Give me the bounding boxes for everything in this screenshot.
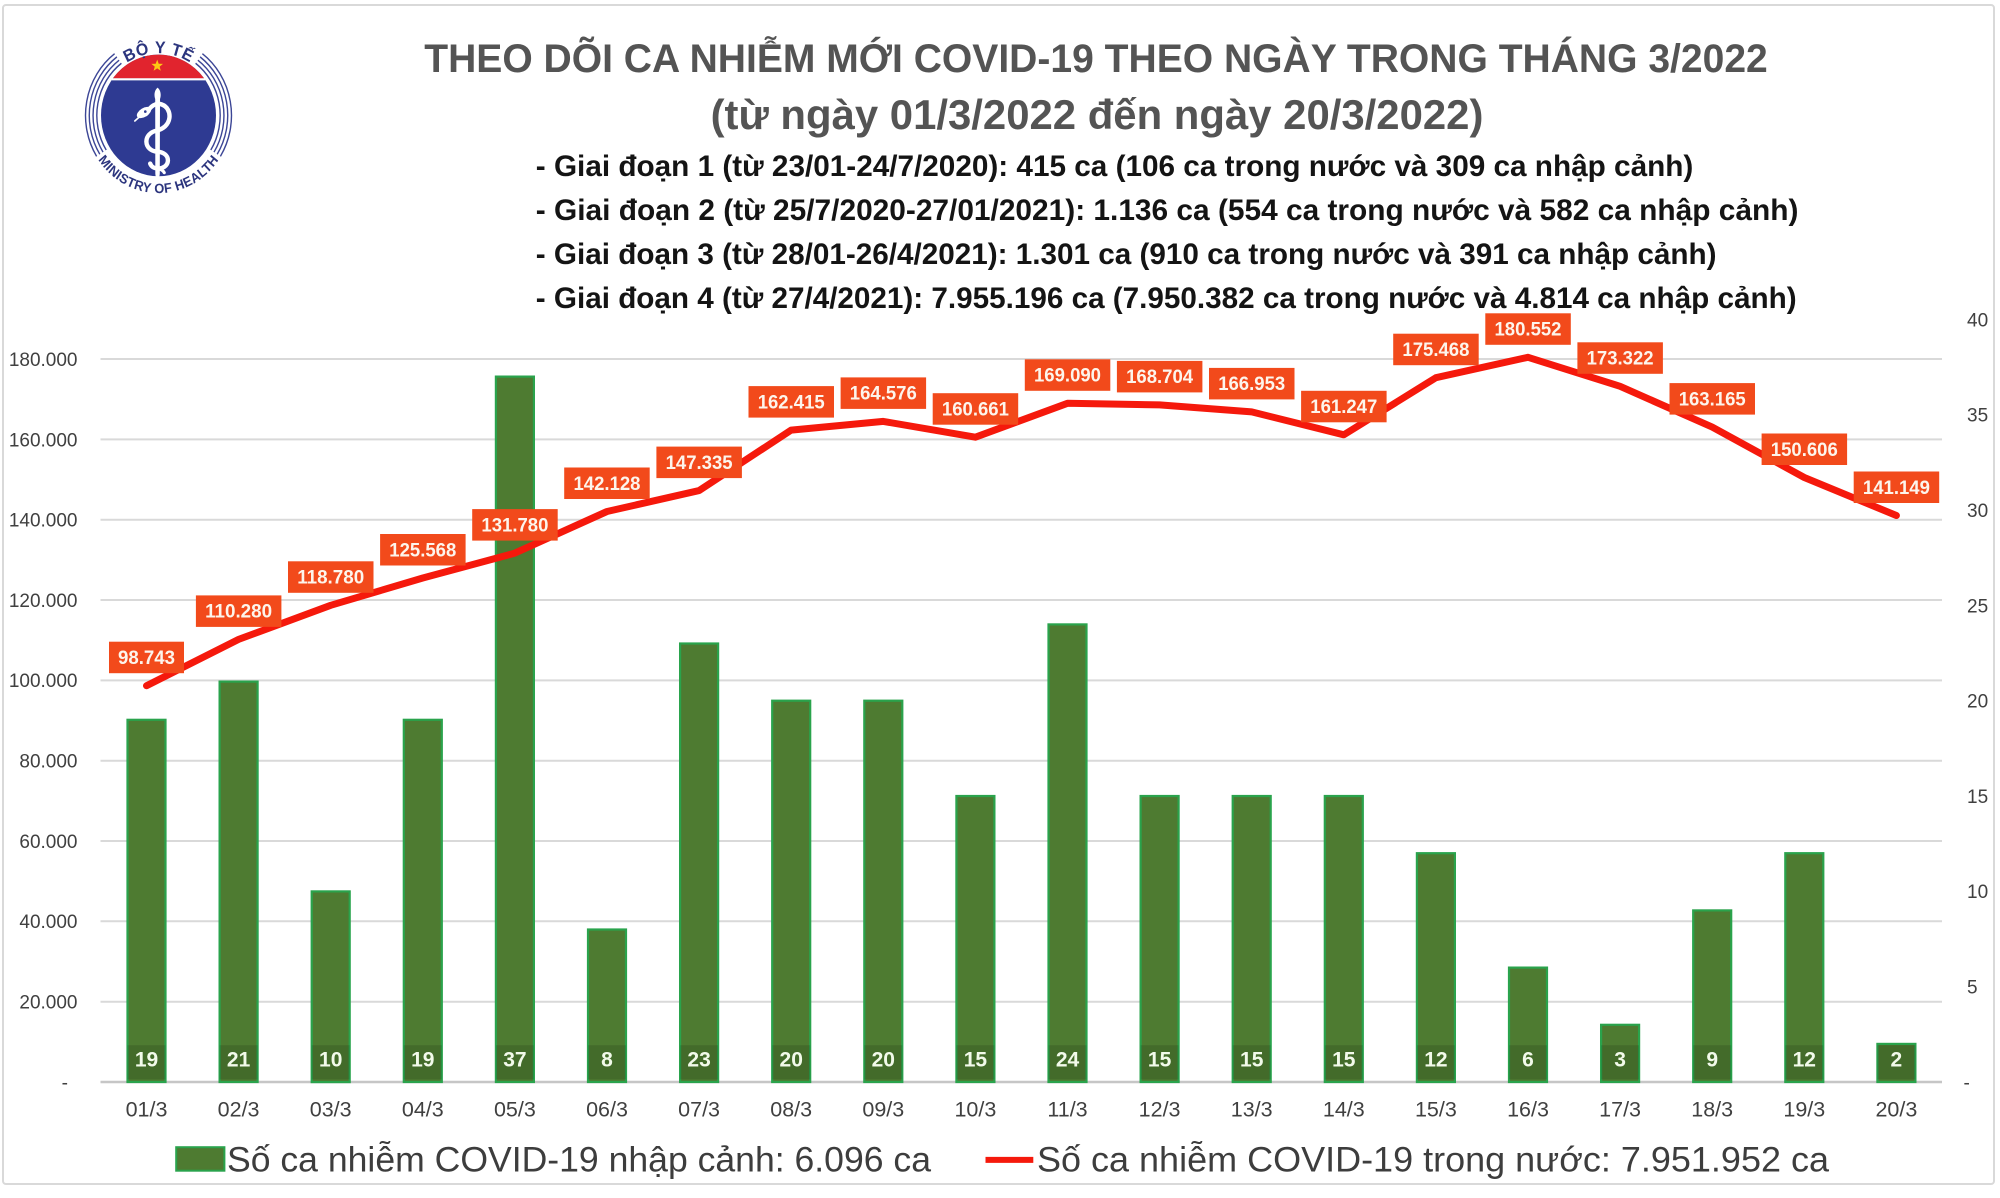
svg-text:98.743: 98.743 (118, 648, 175, 669)
svg-text:150.606: 150.606 (1771, 440, 1838, 461)
svg-text:07/3: 07/3 (678, 1098, 720, 1122)
svg-text:- Giai đoạn 2 (từ 25/7/2020-27: - Giai đoạn 2 (từ 25/7/2020-27/01/2021):… (536, 194, 1799, 227)
svg-text:20: 20 (872, 1049, 895, 1072)
svg-text:164.576: 164.576 (850, 384, 917, 405)
svg-text:03/3: 03/3 (310, 1098, 352, 1122)
svg-text:25: 25 (1967, 596, 1988, 617)
svg-text:175.468: 175.468 (1402, 340, 1469, 361)
svg-text:3: 3 (1614, 1049, 1626, 1072)
svg-text:160.000: 160.000 (9, 430, 78, 451)
svg-text:08/3: 08/3 (770, 1098, 812, 1122)
svg-text:13/3: 13/3 (1231, 1098, 1273, 1122)
svg-text:09/3: 09/3 (862, 1098, 904, 1122)
svg-text:19: 19 (135, 1049, 158, 1072)
svg-text:16/3: 16/3 (1507, 1098, 1549, 1122)
svg-text:60.000: 60.000 (19, 832, 77, 853)
svg-text:- Giai đoạn 1 (từ 23/01-24/7/2: - Giai đoạn 1 (từ 23/01-24/7/2020): 415 … (536, 150, 1694, 183)
svg-text:14/3: 14/3 (1323, 1098, 1365, 1122)
svg-text:40: 40 (1967, 310, 1988, 331)
svg-text:15: 15 (1332, 1049, 1356, 1072)
svg-text:10: 10 (1967, 882, 1988, 903)
svg-text:15: 15 (964, 1049, 988, 1072)
svg-text:40.000: 40.000 (19, 912, 77, 933)
svg-text:20/3: 20/3 (1875, 1098, 1917, 1122)
svg-text:8: 8 (601, 1049, 613, 1072)
svg-text:180.552: 180.552 (1495, 320, 1562, 341)
svg-text:15/3: 15/3 (1415, 1098, 1457, 1122)
svg-text:120.000: 120.000 (9, 591, 78, 612)
svg-text:21: 21 (227, 1049, 251, 1072)
svg-text:19/3: 19/3 (1783, 1098, 1825, 1122)
svg-text:37: 37 (503, 1049, 526, 1072)
svg-text:110.280: 110.280 (205, 602, 272, 623)
svg-text:Số ca nhiễm COVID-19 trong nướ: Số ca nhiễm COVID-19 trong nước: 7.951.9… (1037, 1140, 1830, 1179)
svg-text:160.661: 160.661 (942, 400, 1009, 421)
svg-text:5: 5 (1967, 978, 1978, 999)
svg-text:Số ca nhiễm COVID-19 nhập cảnh: Số ca nhiễm COVID-19 nhập cảnh: 6.096 ca (227, 1140, 932, 1179)
svg-text:24: 24 (1056, 1049, 1080, 1072)
svg-text:162.415: 162.415 (758, 392, 825, 413)
svg-text:15: 15 (1148, 1049, 1172, 1072)
svg-text:12: 12 (1424, 1049, 1447, 1072)
svg-text:THEO DÕI CA NHIỄM MỚI COVID-19: THEO DÕI CA NHIỄM MỚI COVID-19 THEO NGÀY… (424, 35, 1768, 81)
svg-text:02/3: 02/3 (218, 1098, 260, 1122)
svg-text:12: 12 (1793, 1049, 1816, 1072)
svg-text:-: - (62, 1073, 68, 1094)
svg-text:-: - (1964, 1073, 1970, 1094)
svg-text:04/3: 04/3 (402, 1098, 444, 1122)
svg-text:(từ ngày 01/3/2022 đến ngày 20: (từ ngày 01/3/2022 đến ngày 20/3/2022) (711, 91, 1484, 138)
svg-text:9: 9 (1706, 1049, 1718, 1072)
svg-text:141.149: 141.149 (1863, 478, 1930, 499)
svg-text:15: 15 (1967, 787, 1988, 808)
svg-text:169.090: 169.090 (1034, 366, 1101, 387)
svg-text:30: 30 (1967, 501, 1988, 522)
svg-text:168.704: 168.704 (1126, 367, 1193, 388)
svg-text:161.247: 161.247 (1310, 397, 1377, 418)
svg-text:- Giai đoạn 4 (từ 27/4/2021):: - Giai đoạn 4 (từ 27/4/2021): 7.955.196 … (536, 282, 1797, 315)
svg-text:06/3: 06/3 (586, 1098, 628, 1122)
svg-text:- Giai đoạn 3 (từ 28/01-26/4/2: - Giai đoạn 3 (từ 28/01-26/4/2021): 1.30… (536, 238, 1717, 271)
svg-text:12/3: 12/3 (1139, 1098, 1181, 1122)
svg-text:11/3: 11/3 (1047, 1098, 1087, 1122)
svg-text:10: 10 (319, 1049, 342, 1072)
svg-text:05/3: 05/3 (494, 1098, 536, 1122)
svg-text:80.000: 80.000 (19, 752, 77, 773)
svg-text:20: 20 (1967, 692, 1988, 713)
svg-text:10/3: 10/3 (954, 1098, 996, 1122)
svg-text:163.165: 163.165 (1679, 389, 1746, 410)
svg-text:23: 23 (687, 1049, 710, 1072)
svg-text:147.335: 147.335 (666, 453, 733, 474)
svg-text:15: 15 (1240, 1049, 1264, 1072)
svg-text:140.000: 140.000 (9, 511, 78, 532)
svg-text:6: 6 (1522, 1049, 1534, 1072)
svg-text:01/3: 01/3 (126, 1098, 168, 1122)
svg-text:180.000: 180.000 (9, 350, 78, 371)
svg-text:2: 2 (1891, 1049, 1903, 1072)
svg-text:131.780: 131.780 (481, 515, 548, 536)
svg-text:100.000: 100.000 (9, 671, 78, 692)
svg-text:118.780: 118.780 (297, 568, 364, 589)
svg-text:35: 35 (1967, 406, 1988, 427)
svg-text:18/3: 18/3 (1691, 1098, 1733, 1122)
svg-text:20.000: 20.000 (19, 993, 77, 1014)
svg-text:19: 19 (411, 1049, 434, 1072)
svg-text:20: 20 (780, 1049, 803, 1072)
svg-text:17/3: 17/3 (1599, 1098, 1641, 1122)
svg-text:173.322: 173.322 (1587, 349, 1654, 370)
svg-text:142.128: 142.128 (574, 474, 641, 495)
svg-text:166.953: 166.953 (1218, 374, 1285, 395)
svg-text:125.568: 125.568 (389, 540, 456, 561)
